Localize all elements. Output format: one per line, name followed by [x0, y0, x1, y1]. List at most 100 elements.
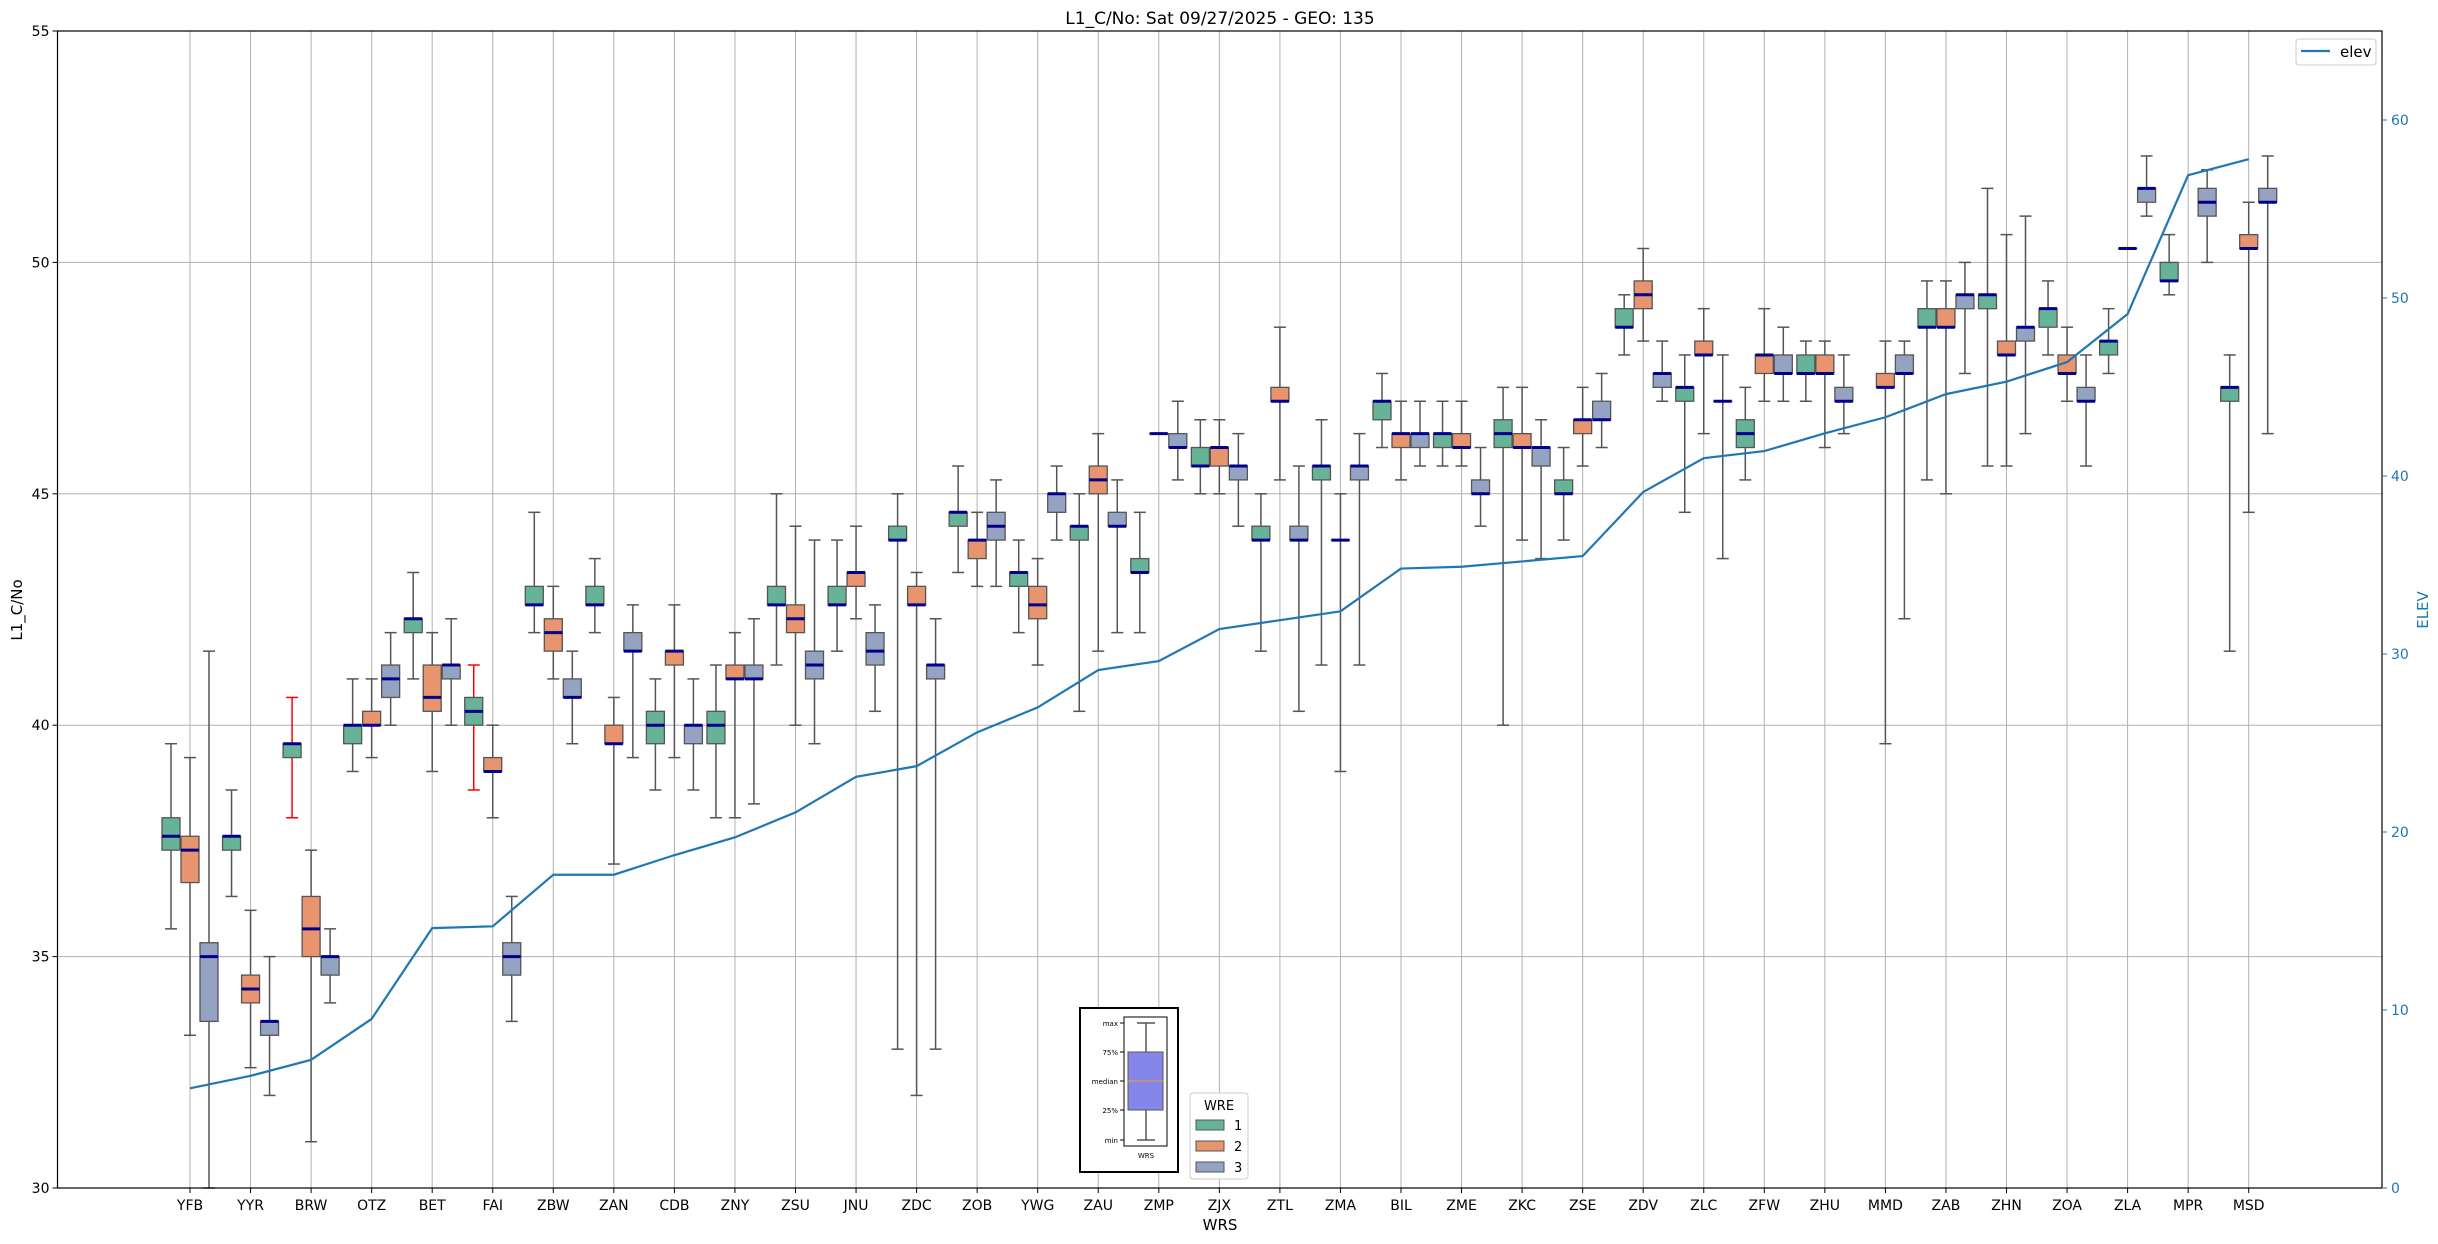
box-iqr	[949, 512, 967, 526]
y2-tick-label: 50	[2391, 291, 2409, 307]
box-wre2-yyr	[242, 910, 260, 1067]
box-wre1-zmp	[1131, 512, 1149, 632]
box-iqr	[1653, 373, 1671, 387]
box-iqr	[1252, 526, 1270, 540]
box-wre3-zme	[1472, 448, 1490, 527]
x-tick-label: ZOA	[2052, 1198, 2082, 1214]
x-tick-label: ZHU	[1810, 1198, 1840, 1214]
box-iqr	[908, 586, 926, 605]
box-iqr	[1373, 401, 1391, 420]
x-tick-label: BET	[419, 1198, 446, 1214]
box-iqr	[181, 836, 199, 882]
box-wre3-zoa	[2077, 355, 2095, 466]
y-tick-label: 45	[32, 487, 50, 503]
x-tick-label: JNU	[843, 1198, 869, 1214]
box-wre3-zab	[1956, 262, 1974, 373]
box-iqr	[1434, 434, 1452, 448]
y2-tick-label: 30	[2391, 647, 2409, 663]
x-tick-label: ZMP	[1144, 1198, 1174, 1214]
x-tick-label: ZLC	[1690, 1198, 1717, 1214]
box-wre2-msd	[2240, 202, 2258, 512]
box-wre3-zny	[745, 619, 763, 804]
box-iqr	[1774, 355, 1792, 374]
box-iqr	[1472, 480, 1490, 494]
box-wre1-jnu	[828, 540, 846, 651]
grid	[58, 31, 2383, 1188]
box-wre3-zdc	[927, 619, 945, 1049]
box-wre1-brw	[283, 697, 301, 817]
box-iqr	[1312, 466, 1330, 480]
legend-label-wre2: 2	[1234, 1140, 1242, 1155]
box-iqr	[1937, 309, 1955, 328]
box-wre3-otz	[382, 633, 400, 726]
box-iqr	[1229, 466, 1247, 480]
box-wre1-zlc	[1676, 355, 1694, 512]
y2-tick-label: 40	[2391, 469, 2409, 485]
box-iqr	[1108, 512, 1126, 526]
box-wre3-ywg	[1048, 466, 1066, 540]
box-wre2-ztl	[1271, 327, 1289, 480]
box-iqr	[1835, 387, 1853, 401]
inset-label-1: 75%	[1102, 1049, 1118, 1057]
box-iqr	[646, 711, 664, 743]
box-wre1-zfw	[1736, 387, 1754, 480]
x-tick-label: ZNY	[721, 1198, 750, 1214]
box-iqr	[442, 665, 460, 679]
y-tick-label: 30	[32, 1181, 50, 1197]
box-iqr	[1956, 295, 1974, 309]
box-iqr	[544, 619, 562, 651]
x-tick-label: ZAB	[1932, 1198, 1961, 1214]
box-iqr	[2039, 309, 2057, 328]
x-tick-label: ZLA	[2114, 1198, 2142, 1214]
inset-label-0: max	[1103, 1020, 1118, 1028]
box-wre3-zdv	[1653, 341, 1671, 401]
box-iqr	[1210, 448, 1228, 467]
x-tick-label: ZMA	[1325, 1198, 1357, 1214]
box-wre3-bil	[1411, 401, 1429, 466]
y-tick-label: 55	[32, 24, 50, 40]
box-wre1-otz	[344, 679, 362, 772]
box-wre1-ztl	[1252, 494, 1270, 651]
box-iqr	[605, 725, 623, 744]
x-tick-label: OTZ	[357, 1198, 386, 1214]
box-wre2-bil	[1392, 401, 1410, 480]
box-wre1-ywg	[1010, 540, 1028, 633]
box-wre1-yfb	[162, 744, 180, 929]
legend-swatch-wre2	[1196, 1141, 1224, 1151]
y-tick-label: 35	[32, 950, 50, 966]
box-wre1-zsu	[768, 494, 786, 665]
box-iqr	[1979, 295, 1997, 309]
x-tick-label: YFB	[176, 1198, 203, 1214]
box-iqr	[1555, 480, 1573, 494]
box-iqr	[1797, 355, 1815, 374]
box-wre3-zmp	[1169, 401, 1187, 480]
box-iqr	[200, 943, 218, 1022]
y-tick-label: 40	[32, 718, 50, 734]
box-wre3-zsu	[806, 540, 824, 744]
box-iqr	[1695, 341, 1713, 355]
box-iqr	[2077, 387, 2095, 401]
box-iqr	[1271, 387, 1289, 401]
box-iqr	[484, 758, 502, 772]
box-wre1-yyr	[223, 790, 241, 896]
box-iqr	[2100, 341, 2118, 355]
box-iqr	[1290, 526, 1308, 540]
box-wre2-zdc	[908, 572, 926, 1095]
box-wre1-fai	[465, 665, 483, 790]
box-wre3-zob	[987, 480, 1005, 586]
y2-tick-label: 60	[2391, 113, 2409, 129]
box-wre2-ywg	[1029, 559, 1047, 665]
box-iqr	[1895, 355, 1913, 374]
x-tick-label: ZOB	[962, 1198, 992, 1214]
box-wre2-yfb	[181, 758, 199, 1036]
x-tick-label: ZDV	[1628, 1198, 1658, 1214]
x-tick-label: ZAU	[1084, 1198, 1113, 1214]
wre-legend: WRE 123	[1190, 1093, 1248, 1179]
box-wre1-zhu	[1797, 341, 1815, 401]
box-wre3-mpr	[2198, 170, 2216, 263]
box-iqr	[1453, 434, 1471, 448]
x-axis-label: WRS	[1203, 1216, 1238, 1234]
